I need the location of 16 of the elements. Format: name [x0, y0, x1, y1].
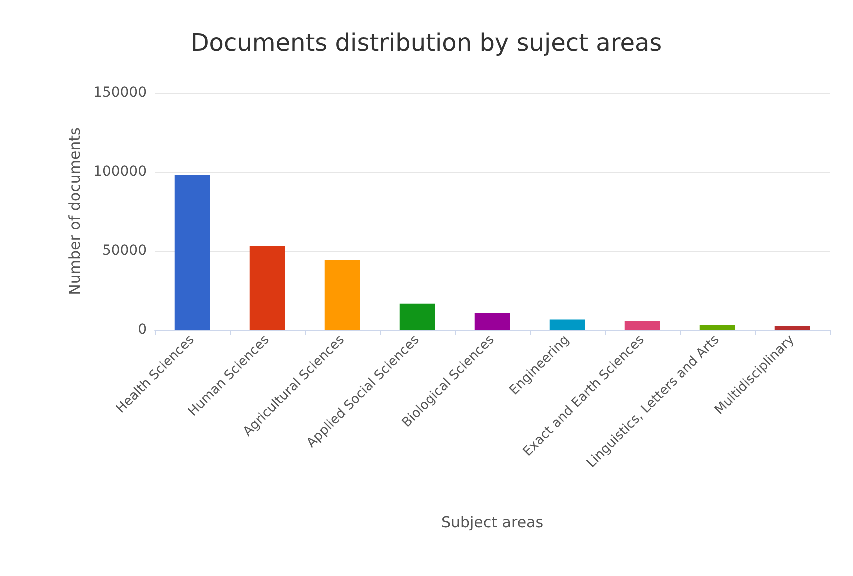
bar — [624, 321, 660, 330]
y-tick-label: 150000 — [94, 85, 147, 101]
y-tick-label: 0 — [138, 322, 147, 338]
bar — [174, 175, 210, 330]
bar — [474, 313, 510, 330]
y-tick-label: 100000 — [94, 164, 147, 180]
bar — [250, 246, 286, 330]
y-tick-label: 50000 — [102, 243, 147, 259]
bar — [324, 260, 360, 330]
bar — [550, 320, 586, 330]
bar — [774, 326, 810, 330]
y-axis-title: Number of documents — [66, 127, 84, 296]
bar — [400, 304, 436, 330]
x-axis-title: Subject areas — [441, 514, 544, 532]
chart-title: Documents distribution by suject areas — [190, 29, 662, 57]
bar — [700, 325, 736, 330]
